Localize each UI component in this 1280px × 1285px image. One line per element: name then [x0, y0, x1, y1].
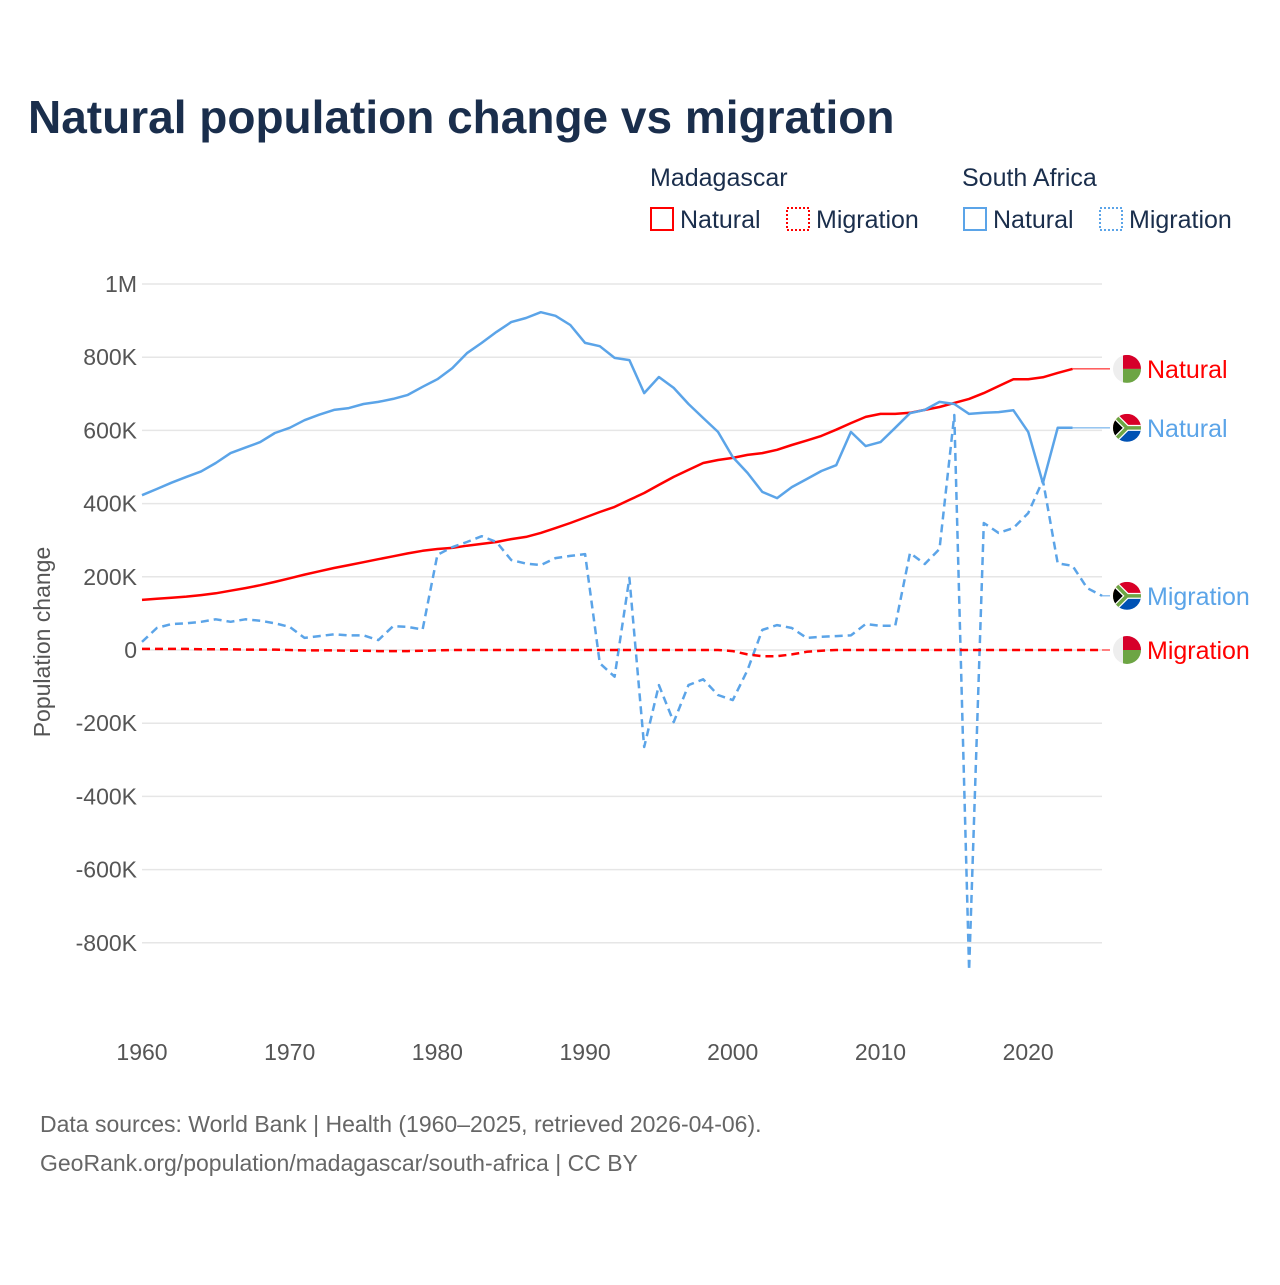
flag-black [1113, 585, 1123, 606]
flag-body [1113, 354, 1141, 383]
x-tick-label: 1970 [264, 1039, 315, 1065]
y-tick-label: 800K [83, 344, 137, 370]
madagascar-flag-icon [1113, 636, 1141, 664]
flag-body [1113, 581, 1141, 610]
flag-red [1123, 354, 1141, 369]
end-labels: Natural Natural Migration Migration [1113, 354, 1250, 665]
y-tick-label: 0 [124, 637, 137, 663]
end-label: Migration [1147, 637, 1250, 665]
series-line-madagascar-natural [141, 367, 1073, 602]
gridlines [142, 283, 1102, 944]
legend-za-natural[interactable]: Natural [993, 206, 1074, 234]
legend-group-south-africa: South Africa [962, 164, 1097, 192]
legend-mdg-natural[interactable]: Natural [680, 206, 761, 234]
y-axis-label: Population change [29, 547, 55, 738]
legend-mdg-migration[interactable]: Migration [816, 206, 919, 234]
y-axis-ticks: 1M 800K 600K 400K 200K 0 -200K -400K -600K -800K [76, 271, 138, 956]
y-tick-label: 200K [83, 564, 137, 590]
legend-swatch-mdg-migration [786, 207, 810, 231]
source-line-2[interactable]: GeoRank.org/population/madagascar/south-… [40, 1150, 638, 1176]
legend-swatch-za-migration [1099, 207, 1123, 231]
y-tick-label: 1M [105, 271, 137, 297]
flag-body [1113, 636, 1141, 664]
end-label: Natural [1147, 415, 1228, 443]
x-tick-label: 2010 [855, 1039, 906, 1065]
x-axis-ticks: 1960 1970 1980 1990 2000 2010 2020 [116, 1039, 1053, 1065]
x-tick-label: 1990 [559, 1039, 610, 1065]
x-tick-label: 1980 [412, 1039, 463, 1065]
madagascar-flag-icon [1113, 354, 1141, 383]
y-tick-label: -600K [76, 857, 138, 883]
legend-group-madagascar: Madagascar [650, 164, 788, 192]
series-lines [141, 310, 1110, 972]
series-line-madagascar-migration [142, 647, 1102, 658]
legend-za-migration[interactable]: Migration [1129, 206, 1232, 234]
flag-body [1113, 413, 1141, 442]
legend: Madagascar South Africa Natural Migratio… [650, 164, 1232, 234]
series-line-south-africa-natural [141, 310, 1073, 500]
y-tick-label: -800K [76, 930, 138, 956]
x-tick-label: 1960 [116, 1039, 167, 1065]
flag-black [1113, 417, 1123, 438]
end-label: Migration [1147, 583, 1250, 611]
south-africa-flag-icon [1113, 413, 1141, 442]
legend-swatch-mdg-natural [650, 207, 674, 231]
y-tick-label: -200K [76, 710, 138, 736]
south-africa-flag-icon [1113, 581, 1141, 610]
y-tick-label: -400K [76, 783, 138, 809]
x-tick-label: 2020 [1003, 1039, 1054, 1065]
series-line-south-africa-migration [141, 413, 1103, 972]
legend-swatch-za-natural [963, 207, 987, 231]
source-line-1: Data sources: World Bank | Health (1960–… [40, 1111, 762, 1137]
flag-red [1123, 636, 1141, 650]
y-tick-label: 400K [83, 491, 137, 517]
flag-green [1123, 650, 1141, 664]
y-tick-label: 600K [83, 417, 137, 443]
end-label: Natural [1147, 356, 1228, 384]
x-tick-label: 2000 [707, 1039, 758, 1065]
flag-green [1123, 368, 1141, 383]
chart-title: Natural population change vs migration [28, 91, 894, 143]
